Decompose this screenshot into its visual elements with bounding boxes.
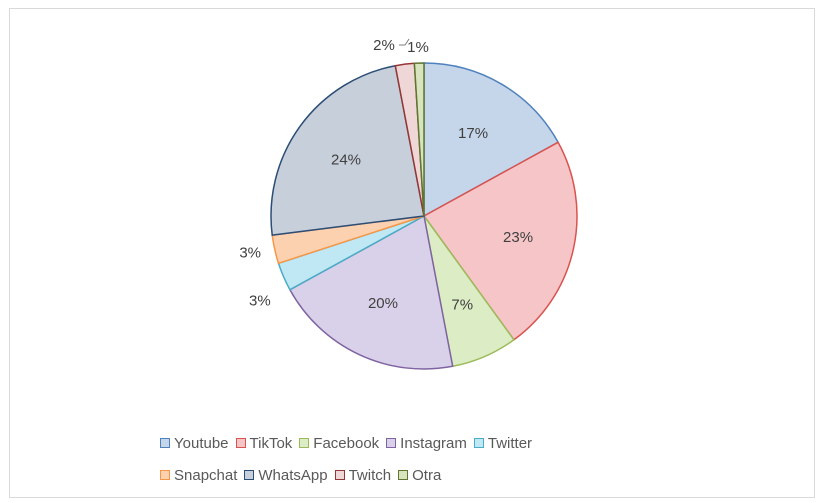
legend-item-whatsapp: WhatsApp [244,466,328,484]
legend-label-otra: Otra [412,466,442,484]
leader-line [399,38,410,46]
legend-item-tiktok: TikTok [235,434,293,452]
legend-label-tiktok: TikTok [249,434,293,452]
legend-swatch-whatsapp [244,470,255,480]
legend-swatch-youtube [160,438,170,448]
legend-item-snapchat: Snapchat [160,467,237,484]
data-label-tiktok: 23% [503,229,533,246]
legend-label-whatsapp: WhatsApp [258,466,328,484]
legend-swatch-twitch [334,470,345,480]
data-label-facebook: 7% [451,296,473,313]
legend-label-twitch: Twitch [348,466,392,484]
pie-slice-youtube [423,62,560,218]
data-label-twitch: 2% [373,37,395,54]
legend-label-youtube: Youtube [174,434,229,452]
legend-swatch-otra [398,470,409,480]
legend-swatch-snapchat [160,470,170,480]
data-label-youtube: 17% [458,125,488,142]
pie-slice-whatsapp [270,64,425,237]
data-label-snapchat: 3% [239,244,261,261]
legend-item-twitter: Twitter [473,434,533,452]
data-label-instagram: 20% [368,295,398,312]
chart-frame: 17% 23% 7% 20% 3% 3% 24% 2% 1% Youtube TikTok Fa… [9,8,815,498]
data-label-otra: 1% [407,39,429,56]
legend-label-twitter: Twitter [487,434,533,452]
data-label-whatsapp: 24% [331,151,361,168]
legend: Youtube TikTok Facebook Instagram Twitte… [160,427,720,491]
legend-row-2: Snapchat WhatsApp Twitch Otra [160,459,720,491]
legend-swatch-facebook [299,438,310,448]
pie-slice-instagram [288,214,454,370]
legend-item-instagram: Instagram [386,435,467,452]
data-label-twitter: 3% [249,292,271,309]
pie-slice-otra [413,62,425,217]
legend-label-facebook: Facebook [313,434,380,452]
legend-swatch-twitter [473,438,484,448]
legend-item-otra: Otra [398,467,441,484]
pie-slice-tiktok [422,141,578,341]
pie-chart: 17% 23% 7% 20% 3% 3% 24% 2% 1% [239,37,578,370]
legend-row-1: Youtube TikTok Facebook Instagram Twitte… [160,427,720,459]
legend-item-facebook: Facebook [299,435,379,452]
legend-label-instagram: Instagram [400,434,467,452]
legend-swatch-tiktok [235,438,246,448]
legend-item-twitch: Twitch [334,466,392,484]
legend-label-snapchat: Snapchat [174,466,238,484]
legend-swatch-instagram [386,438,397,448]
legend-item-youtube: Youtube [160,435,229,452]
